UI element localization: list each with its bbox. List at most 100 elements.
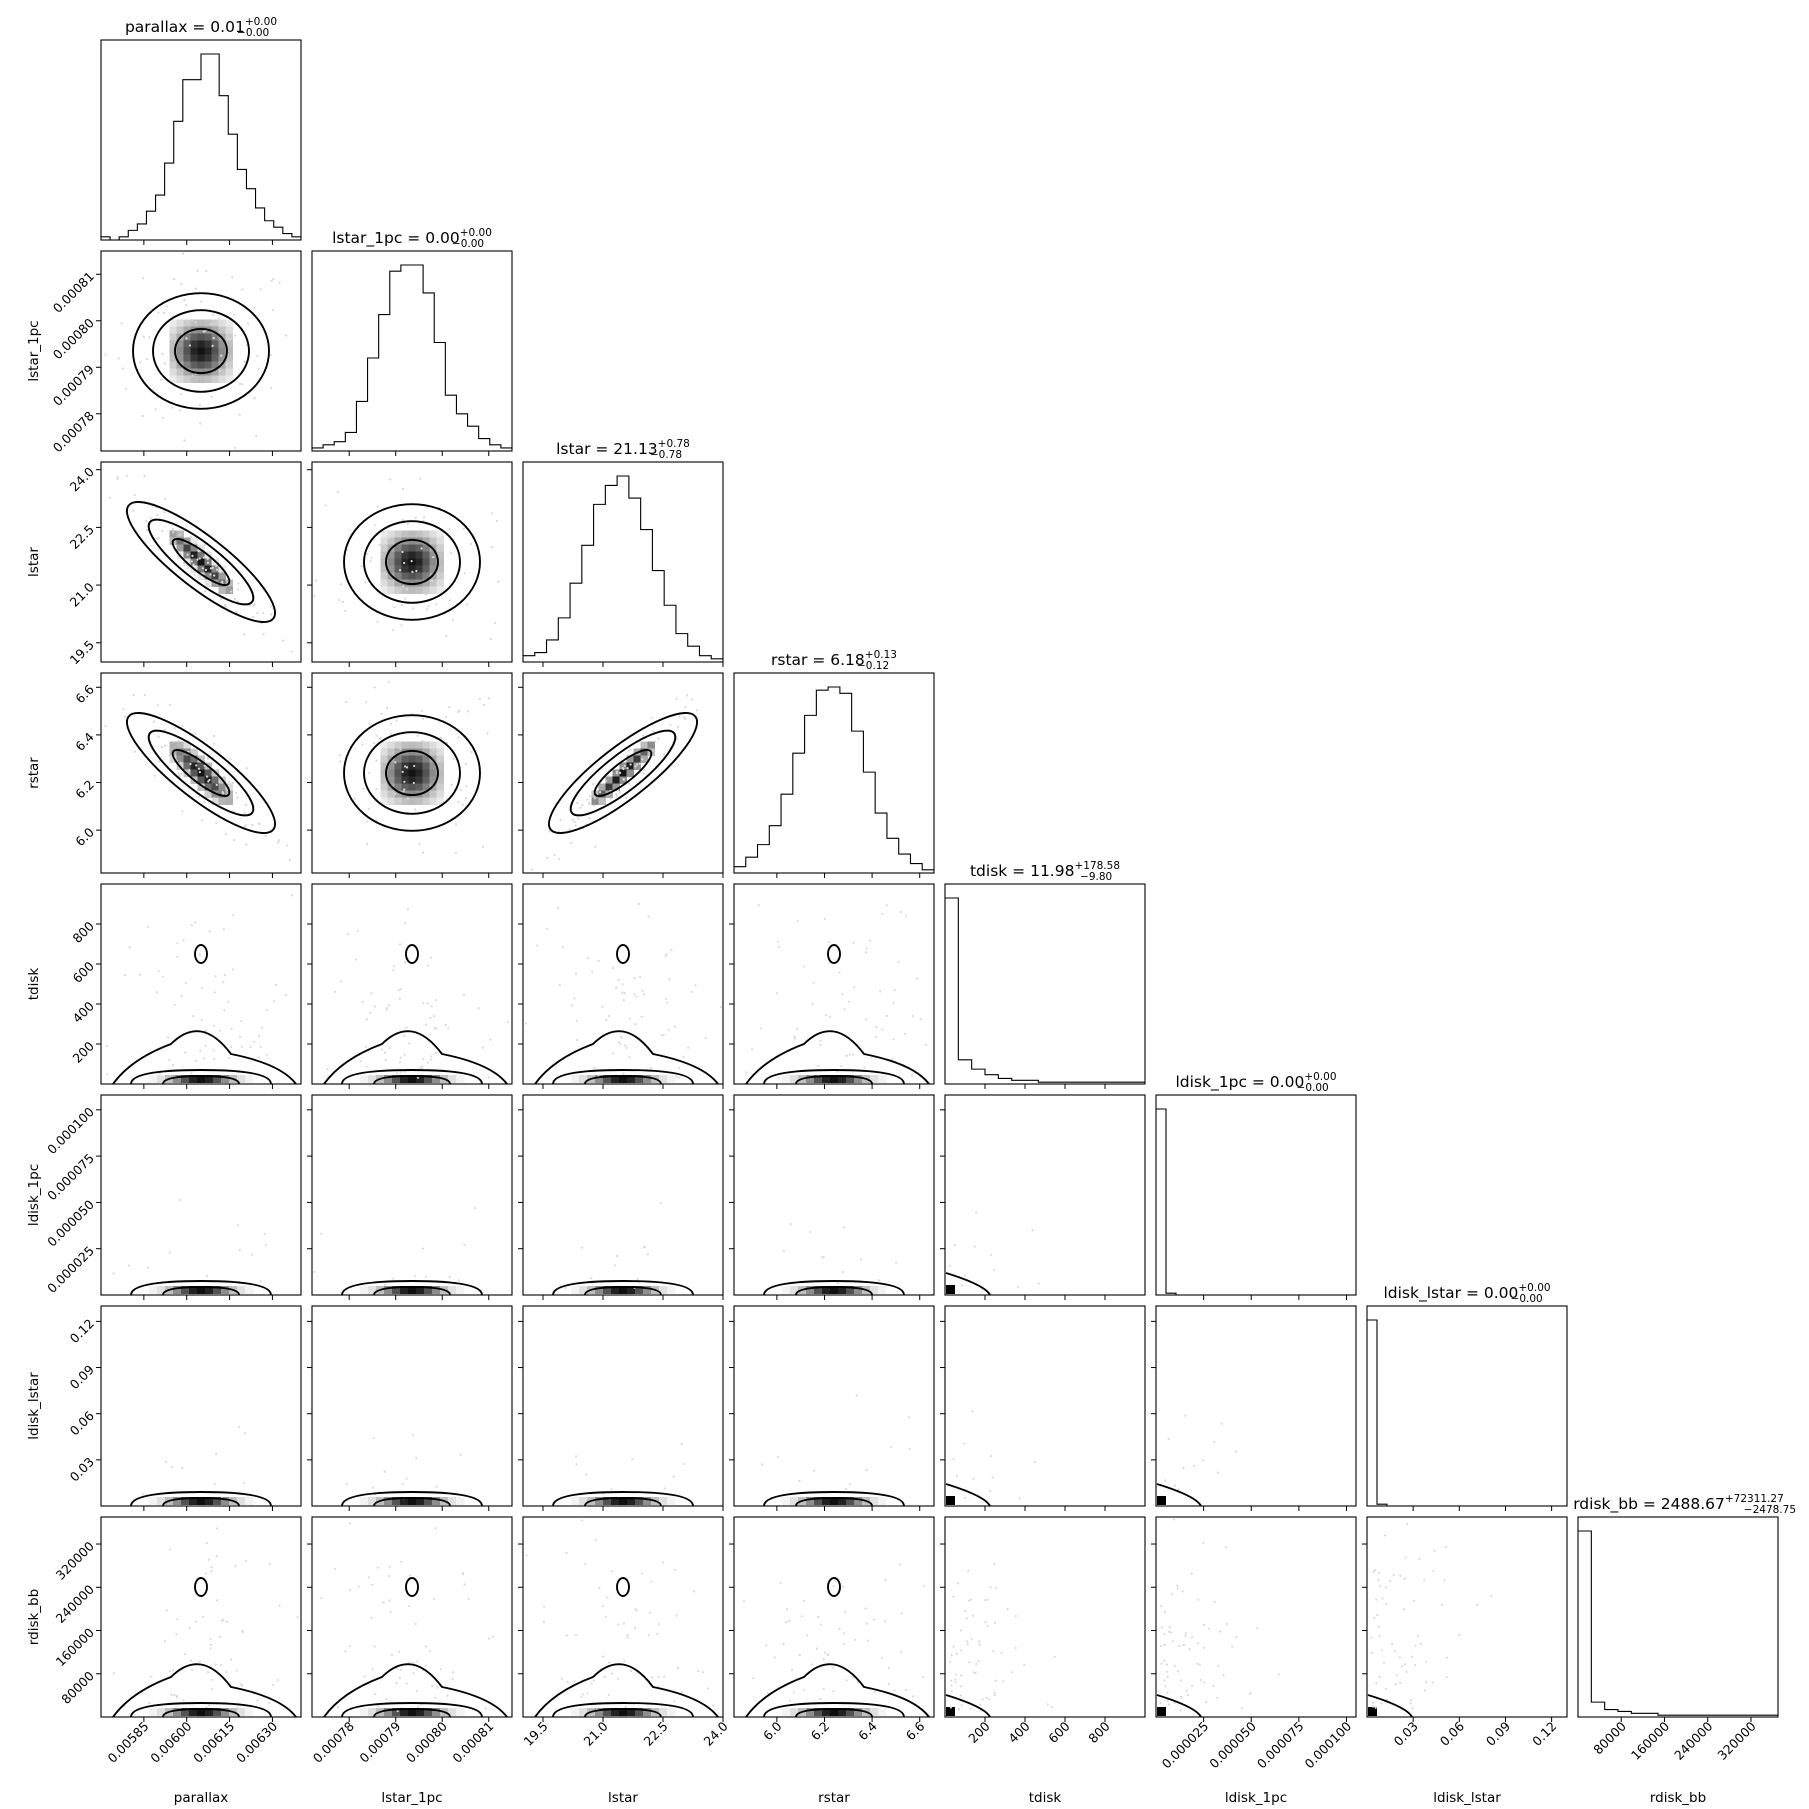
y-tick-label: 0.09: [67, 1362, 97, 1392]
panel-frame: [522, 1516, 724, 1718]
hist-panel-ldisk_1pc: ldisk_1pc = 0.00+0.00 −0.00: [1155, 1071, 1357, 1300]
x-axis-label-rstar: rstar: [818, 1790, 850, 1806]
hist-panel-lstar: lstar = 21.13+0.78 −0.78: [522, 438, 724, 667]
x-tick-label: 6.2: [808, 1719, 833, 1744]
panel-frame: [522, 672, 724, 874]
density: [946, 1211, 1040, 1294]
scatter-panel-lstar-rstar: [518, 672, 724, 878]
panel-frame: [100, 1305, 302, 1507]
panel-frame: [522, 1305, 724, 1507]
scatter-panel-lstar-ldisk_1pc: [518, 1094, 724, 1300]
scatter-panel-lstar_1pc-tdisk: [307, 883, 513, 1089]
density: [112, 1198, 267, 1294]
y-tick-label: 160000: [53, 1625, 97, 1669]
histogram-rstar: [734, 686, 934, 871]
panel-frame: [733, 1305, 935, 1507]
panel-frame: [100, 672, 302, 874]
x-tick-label: 0.00630: [233, 1718, 280, 1765]
hist-panel-rdisk_bb: rdisk_bb = 2488.67+72311.27 −2478.75: [1573, 1493, 1796, 1722]
x-tick-label: 6.0: [760, 1718, 785, 1743]
histogram-lstar: [523, 475, 723, 660]
panel-frame: [311, 1094, 513, 1296]
scatter-panel-rstar-rdisk_bb: [729, 1516, 935, 1722]
y-tick-label: 0.03: [67, 1454, 97, 1484]
scatter-panel-rstar-tdisk: [729, 883, 935, 1089]
hist-panel-parallax: parallax = 0.01+0.00 −0.00: [100, 16, 302, 245]
hist-frame-ldisk_1pc: [1155, 1094, 1357, 1296]
density: [338, 681, 490, 854]
panel-frame: [311, 1305, 513, 1507]
density: [105, 894, 294, 1083]
y-axis-label-lstar_1pc: lstar_1pc: [26, 320, 42, 381]
y-tick-label: 24.0: [67, 464, 97, 494]
panel-title-ldisk_lstar: ldisk_lstar = 0.00+0.00 −0.00: [1383, 1282, 1550, 1305]
panel-frame: [944, 1094, 1146, 1296]
y-tick-label: 0.000025: [44, 1243, 97, 1296]
x-tick-label: 0.00080: [403, 1718, 450, 1765]
hist-frame-lstar_1pc: [311, 250, 513, 452]
x-tick-label: 0.00079: [356, 1718, 403, 1765]
panel-frame: [100, 1094, 302, 1296]
scatter-panel-ldisk_1pc-rdisk_bb: [1151, 1516, 1357, 1722]
y-tick-label: 6.4: [72, 729, 97, 754]
histogram-ldisk_lstar: [1367, 1319, 1567, 1507]
density: [946, 1410, 1037, 1505]
scatter-panel-ldisk_lstar-rdisk_bb: [1362, 1516, 1568, 1722]
x-axis-label-rdisk_bb: rdisk_bb: [1650, 1790, 1706, 1806]
panels-layer: parallax = 0.01+0.00 −0.00 lstar_1pc = 0.0…: [26, 16, 1796, 1806]
x-tick-label: 24.0: [700, 1718, 730, 1748]
hist-frame-tdisk: [944, 883, 1146, 1085]
panel-frame: [733, 883, 935, 1085]
x-tick-label: 19.5: [520, 1719, 550, 1749]
y-tick-label: 19.5: [67, 637, 97, 667]
y-axis-label-lstar: lstar: [26, 547, 42, 577]
x-tick-label: 0.09: [1483, 1718, 1513, 1748]
x-axis-label-lstar: lstar: [608, 1790, 638, 1806]
x-tick-label: 240000: [1671, 1718, 1715, 1762]
panel-title-parallax: parallax = 0.01+0.00 −0.00: [125, 16, 277, 39]
y-tick-label: 0.000075: [44, 1150, 97, 1203]
panel-frame: [1155, 1516, 1357, 1718]
scatter-panel-parallax-ldisk_lstar: [96, 1305, 302, 1511]
scatter-panel-tdisk-rdisk_bb: [940, 1516, 1146, 1722]
scatter-panel-lstar_1pc-ldisk_lstar: [307, 1305, 513, 1511]
histogram-parallax: [101, 53, 301, 241]
density: [104, 693, 291, 862]
density: [571, 1443, 686, 1505]
hist-panel-lstar_1pc: lstar_1pc = 0.00+0.00 −0.00: [311, 227, 513, 456]
hist-frame-lstar: [522, 461, 724, 663]
scatter-panel-tdisk-ldisk_lstar: [940, 1305, 1146, 1511]
scatter-panel-lstar_1pc-rstar: [307, 672, 513, 878]
hist-panel-rstar: rstar = 6.18+0.13 −0.12: [733, 649, 935, 878]
panel-frame: [311, 883, 513, 1085]
scatter-panel-parallax-rstar: [96, 672, 302, 878]
y-tick-label: 320000: [53, 1538, 97, 1582]
x-tick-label: 6.6: [903, 1718, 928, 1743]
density: [525, 1519, 715, 1716]
x-tick-label: 0.03: [1391, 1719, 1421, 1749]
x-tick-label: 160000: [1628, 1718, 1672, 1762]
panel-frame: [100, 883, 302, 1085]
y-tick-label: 0.00080: [50, 315, 97, 362]
scatter-panel-lstar_1pc-lstar: [307, 461, 513, 667]
x-tick-label: 0.00615: [190, 1719, 237, 1766]
y-tick-label: 400: [69, 998, 97, 1026]
panel-title-lstar_1pc: lstar_1pc = 0.00+0.00 −0.00: [332, 227, 492, 250]
y-tick-label: 80000: [58, 1668, 97, 1707]
density: [524, 902, 722, 1083]
y-tick-label: 0.00078: [50, 408, 97, 455]
hist-frame-rdisk_bb: [1577, 1516, 1779, 1718]
y-tick-label: 800: [69, 918, 97, 946]
histogram-lstar_1pc: [312, 264, 512, 449]
panel-title-tdisk: tdisk = 11.98+178.58 −9.80: [970, 860, 1120, 883]
x-tick-label: 21.0: [580, 1718, 610, 1748]
panel-title-rstar: rstar = 6.18+0.13 −0.12: [771, 649, 897, 672]
panel-title-ldisk_1pc: ldisk_1pc = 0.00+0.00 −0.00: [1175, 1071, 1336, 1094]
density: [531, 694, 699, 871]
scatter-panel-parallax-lstar_1pc: [96, 250, 302, 456]
hist-frame-rstar: [733, 672, 935, 874]
x-tick-label: 0.000050: [1206, 1718, 1259, 1771]
y-tick-label: 200: [69, 1038, 97, 1066]
histogram-rdisk_bb: [1578, 1530, 1778, 1716]
y-tick-label: 0.00079: [50, 362, 97, 409]
